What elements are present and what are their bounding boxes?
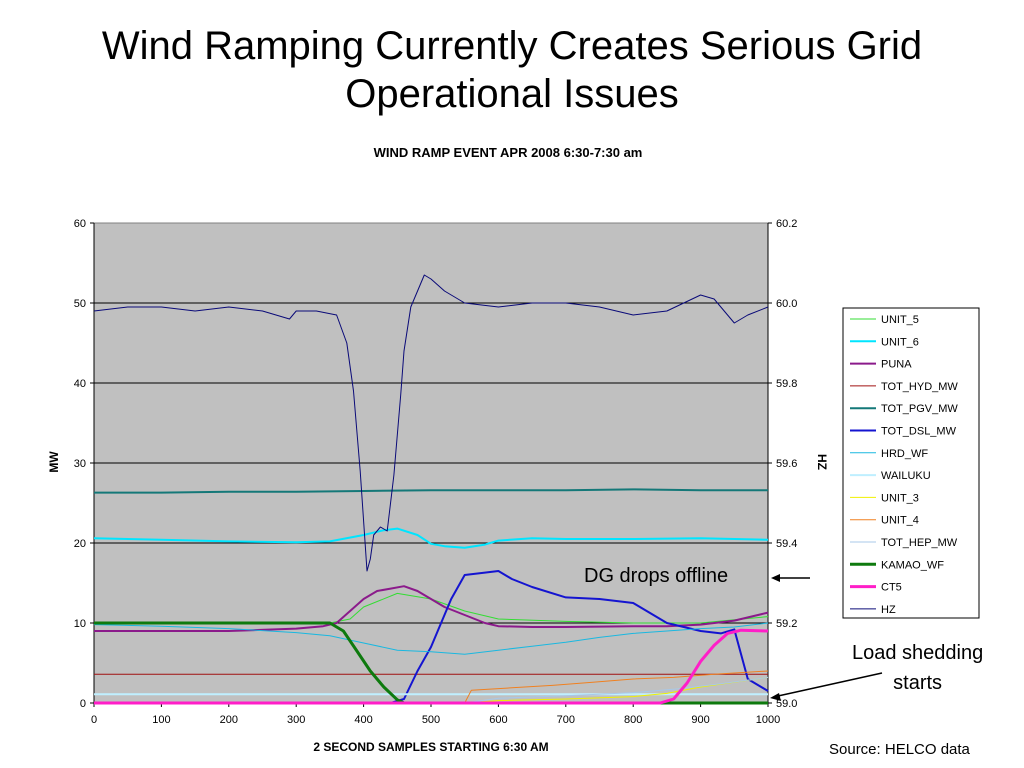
x-tick-label: 0 [91,714,97,726]
y-tick-label: 30 [74,458,86,470]
series-line-tot-dsl-mw [94,570,769,704]
series-line-puna [94,585,769,632]
slide-title: Wind Ramping Currently Creates Serious G… [101,24,923,116]
legend-label: UNIT_3 [881,492,919,504]
x-tick-label: 800 [624,714,642,726]
y2-tick-label: 60.0 [776,298,797,310]
y-tick-label: 40 [74,378,86,390]
x-tick-label: 1000 [756,714,780,726]
legend: UNIT_5 UNIT_6 PUNA TOT_HYD_MW TOT_PGV_MW TOT_… [842,307,980,619]
x-tick-label: 300 [287,714,305,726]
y2-tick-label: 59.4 [776,538,797,550]
legend-label: KAMAO_WF [881,559,944,571]
load-arrow [777,672,883,697]
source-note: Source: HELCO data [829,741,970,758]
series-line-kamao-wf [94,621,768,705]
series-line-hz [93,274,769,572]
series-line-unit-6 [93,527,769,549]
x-tick-label: 900 [691,714,709,726]
series-layer [93,274,769,705]
series-line-ct5 [94,628,769,705]
x-tick-label: 700 [557,714,575,726]
y2-tick-label: 59.0 [776,698,797,710]
annotation-load-shedding: Load shedding starts [852,642,984,694]
x-tick-label: 100 [152,714,170,726]
x-tick-label: 400 [354,714,372,726]
legend-label: TOT_PGV_MW [881,403,958,415]
y2-tick-label: 59.6 [776,458,797,470]
chart-title: WIND RAMP EVENT APR 2008 6:30-7:30 am [374,145,643,160]
y-tick-label: 10 [74,618,86,630]
legend-label: TOT_DSL_MW [881,426,957,438]
legend-label: HZ [881,604,896,616]
load-arrowhead [770,693,781,701]
legend-label: CT5 [881,582,902,594]
legend-label: UNIT_6 [881,336,919,348]
dg-arrowhead [771,574,780,582]
y2-tick-label: 59.2 [776,618,797,630]
y-axis-label: MW [47,451,61,473]
legend-label: TOT_HEP_MW [881,537,958,549]
y-tick-label: 0 [80,698,86,710]
y2-tick-label: 59.8 [776,378,797,390]
y-tick-label: 20 [74,538,86,550]
y2-axis-label: HZ [815,454,829,470]
series-line-unit-4 [94,670,769,704]
series-line-hrd-wf [93,622,769,655]
annotation-arrows [770,574,883,701]
x-tick-label: 200 [220,714,238,726]
legend-label: HRD_WF [881,448,928,460]
legend-label: UNIT_4 [881,515,919,527]
legend-label: UNIT_5 [881,314,919,326]
legend-label: PUNA [881,359,912,371]
legend-label: WAILUKU [881,470,931,482]
y-tick-label: 50 [74,298,86,310]
x-tick-label: 500 [422,714,440,726]
x-tick-label: 600 [489,714,507,726]
y-tick-label: 60 [74,218,86,230]
x-axis-label: 2 SECOND SAMPLES STARTING 6:30 AM [313,740,548,754]
series-line-tot-pgv-mw [94,488,768,494]
annotation-dg-drops-offline: DG drops offline [584,565,729,587]
legend-label: TOT_HYD_MW [881,381,958,393]
y2-tick-label: 60.2 [776,218,797,230]
